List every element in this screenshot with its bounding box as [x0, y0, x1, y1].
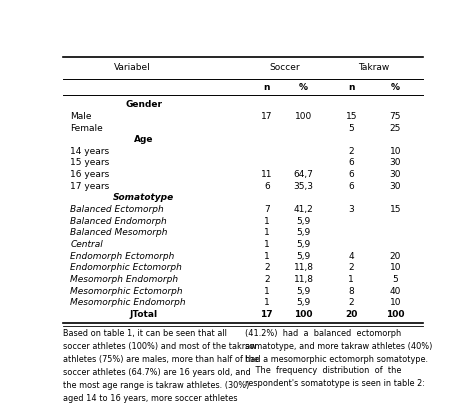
Text: 6: 6 — [348, 158, 354, 167]
Text: 1: 1 — [264, 217, 270, 226]
Text: Female: Female — [70, 124, 103, 133]
Text: 25: 25 — [390, 124, 401, 133]
Text: 5,9: 5,9 — [296, 287, 310, 296]
Text: 11,8: 11,8 — [293, 263, 313, 272]
Text: 10: 10 — [390, 298, 401, 307]
Text: 2: 2 — [348, 263, 354, 272]
Text: Endomorph Ectomorph: Endomorph Ectomorph — [70, 252, 174, 261]
Text: 5,9: 5,9 — [296, 228, 310, 237]
Text: Mesomorphic Ectomorph: Mesomorphic Ectomorph — [70, 287, 183, 296]
Text: 40: 40 — [390, 287, 401, 296]
Text: 30: 30 — [390, 158, 401, 167]
Text: 1: 1 — [264, 298, 270, 307]
Text: 7: 7 — [264, 205, 270, 214]
Text: 16 years: 16 years — [70, 170, 109, 179]
Text: 2: 2 — [264, 275, 270, 284]
Text: 35,3: 35,3 — [293, 182, 313, 191]
Text: 6: 6 — [348, 170, 354, 179]
Text: 2: 2 — [348, 298, 354, 307]
Text: 20: 20 — [390, 252, 401, 261]
Text: Endomorphic Ectomorph: Endomorphic Ectomorph — [70, 263, 182, 272]
Text: Age: Age — [134, 135, 154, 144]
Text: 1: 1 — [264, 240, 270, 249]
Text: 6: 6 — [264, 182, 270, 191]
Text: Mesomorphic Endomorph: Mesomorphic Endomorph — [70, 298, 186, 307]
Text: 41,2: 41,2 — [294, 205, 313, 214]
Text: (41.2%)  had  a  balanced  ectomorph
somatotype, and more takraw athletes (40%)
: (41.2%) had a balanced ectomorph somatot… — [245, 330, 432, 364]
Text: 14 years: 14 years — [70, 147, 109, 156]
Text: Gender: Gender — [125, 100, 162, 109]
Text: The  frequency  distribution  of  the
respondent's somatotype is seen in table 2: The frequency distribution of the respon… — [245, 366, 425, 388]
Text: Takraw: Takraw — [358, 63, 389, 72]
Text: 2: 2 — [264, 263, 270, 272]
Text: 10: 10 — [390, 147, 401, 156]
Text: 15: 15 — [346, 112, 357, 121]
Text: 30: 30 — [390, 182, 401, 191]
Text: 11,8: 11,8 — [293, 275, 313, 284]
Text: 2: 2 — [348, 147, 354, 156]
Text: 15 years: 15 years — [70, 158, 109, 167]
Text: JTotal: JTotal — [130, 310, 158, 319]
Text: 5,9: 5,9 — [296, 217, 310, 226]
Text: Variabel: Variabel — [114, 63, 151, 72]
Text: 100: 100 — [386, 310, 405, 319]
Text: 75: 75 — [390, 112, 401, 121]
Text: 17: 17 — [261, 310, 273, 319]
Text: Soccer: Soccer — [270, 63, 301, 72]
Text: 8: 8 — [348, 287, 354, 296]
Text: 6: 6 — [348, 182, 354, 191]
Text: 11: 11 — [261, 170, 273, 179]
Text: 64,7: 64,7 — [293, 170, 313, 179]
Text: Central: Central — [70, 240, 103, 249]
Text: 100: 100 — [295, 112, 312, 121]
Text: Balanced Mesomorph: Balanced Mesomorph — [70, 228, 168, 237]
Text: 1: 1 — [264, 228, 270, 237]
Text: Somatotype: Somatotype — [113, 193, 174, 202]
Text: 5,9: 5,9 — [296, 252, 310, 261]
Text: Male: Male — [70, 112, 92, 121]
Text: n: n — [348, 83, 355, 92]
Text: Balanced Ectomorph: Balanced Ectomorph — [70, 205, 164, 214]
Text: 1: 1 — [264, 287, 270, 296]
Text: 3: 3 — [348, 205, 354, 214]
Text: 5,9: 5,9 — [296, 298, 310, 307]
Text: 5: 5 — [392, 275, 398, 284]
Text: 20: 20 — [345, 310, 357, 319]
Text: 100: 100 — [294, 310, 313, 319]
Text: 4: 4 — [348, 252, 354, 261]
Text: n: n — [264, 83, 270, 92]
Text: 17 years: 17 years — [70, 182, 109, 191]
Text: 1: 1 — [264, 252, 270, 261]
Text: 17: 17 — [261, 112, 273, 121]
Text: Mesomorph Endomorph: Mesomorph Endomorph — [70, 275, 178, 284]
Text: 5,9: 5,9 — [296, 240, 310, 249]
Text: 30: 30 — [390, 170, 401, 179]
Text: 15: 15 — [390, 205, 401, 214]
Text: Based on table 1, it can be seen that all
soccer athletes (100%) and most of the: Based on table 1, it can be seen that al… — [63, 330, 259, 403]
Text: 5: 5 — [348, 124, 354, 133]
Text: 1: 1 — [348, 275, 354, 284]
Text: %: % — [391, 83, 400, 92]
Text: Balanced Endomorph: Balanced Endomorph — [70, 217, 167, 226]
Text: 10: 10 — [390, 263, 401, 272]
Text: %: % — [299, 83, 308, 92]
